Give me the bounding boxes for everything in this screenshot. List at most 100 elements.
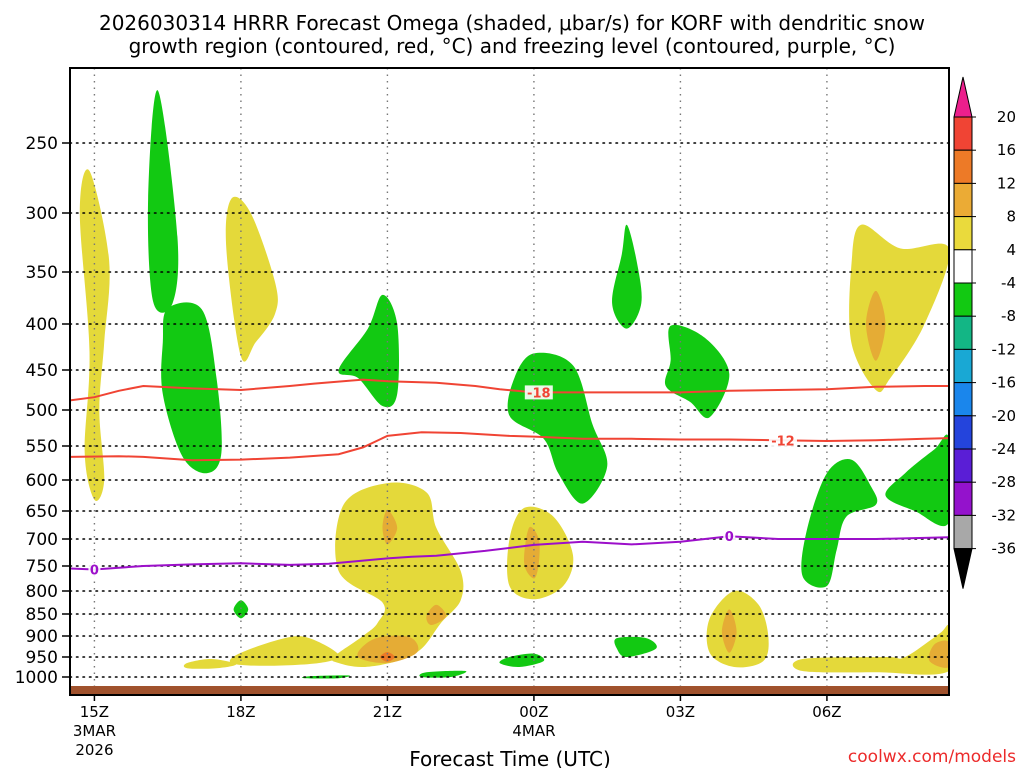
contour-label-bg bbox=[524, 385, 553, 400]
colorbar-label: -32 bbox=[992, 506, 1017, 524]
y-tick-label: 400 bbox=[26, 315, 58, 335]
x-tick-label: 06Z bbox=[812, 703, 841, 721]
colorbar-label: 4 bbox=[1006, 241, 1016, 259]
y-tick-label: 650 bbox=[26, 502, 58, 522]
omega-cell bbox=[792, 624, 949, 675]
chart-title-line-2: growth region (contoured, red, °C) and f… bbox=[129, 34, 896, 58]
omega-cell bbox=[229, 636, 339, 666]
x-tick-label: 00Z bbox=[519, 703, 548, 721]
colorbar-label: -12 bbox=[992, 340, 1017, 358]
x-tick-date: 4MAR bbox=[512, 722, 555, 740]
y-tick-label: 1000 bbox=[15, 668, 58, 688]
colorbar-label: -20 bbox=[992, 407, 1017, 425]
omega-cell bbox=[706, 590, 769, 668]
colorbar-label: 16 bbox=[997, 141, 1016, 159]
y-axis: 2503003504004505005506006507007508008509… bbox=[15, 134, 70, 688]
colorbar-segment bbox=[953, 382, 973, 417]
y-tick-label: 450 bbox=[26, 361, 58, 381]
temperature-contours: -18 -12 0 0 bbox=[70, 378, 949, 579]
dgz-contour-minus12 bbox=[70, 431, 949, 462]
y-tick-label: 250 bbox=[26, 134, 58, 154]
x-tick-year: 2026 bbox=[75, 741, 113, 759]
x-tick-label: 03Z bbox=[666, 703, 695, 721]
y-tick-label: 950 bbox=[26, 648, 58, 668]
omega-cell bbox=[147, 90, 179, 313]
colorbar-segment bbox=[953, 116, 973, 151]
colorbar-label: -36 bbox=[992, 540, 1017, 558]
colorbar-segment bbox=[953, 149, 973, 184]
colorbar-label: 8 bbox=[1006, 208, 1016, 226]
y-tick-label: 800 bbox=[26, 582, 58, 602]
x-tick-label: 18Z bbox=[226, 703, 255, 721]
colorbar-segment bbox=[953, 448, 973, 483]
contour-label-bg bbox=[723, 529, 736, 544]
omega-cell bbox=[499, 653, 545, 668]
colorbar-label: -8 bbox=[1001, 307, 1016, 325]
y-tick-label: 350 bbox=[26, 263, 58, 283]
y-tick-label: 600 bbox=[26, 471, 58, 491]
omega-cell bbox=[338, 294, 399, 408]
contour-label-bg bbox=[768, 433, 797, 448]
watermark: coolwx.com/models bbox=[848, 747, 1016, 767]
colorbar-top-arrow bbox=[953, 76, 973, 118]
colorbar: 20 16 12 8 4 -4 -8 -12 -16 -20 -24 -28 -32 -36 bbox=[953, 76, 1017, 589]
x-tick-label: 21Z bbox=[373, 703, 402, 721]
ground-strip bbox=[70, 686, 949, 695]
omega-cell bbox=[928, 640, 949, 668]
x-tick-date: 3MAR bbox=[73, 722, 116, 740]
y-tick-label: 750 bbox=[26, 557, 58, 577]
contour-label: -18 bbox=[527, 386, 551, 401]
colorbar-segment bbox=[953, 182, 973, 218]
chart-title-line-1: 2026030314 HRRR Forecast Omega (shaded, … bbox=[99, 11, 925, 35]
omega-cell bbox=[382, 509, 398, 545]
x-tick-label: 15Z bbox=[80, 703, 109, 721]
omega-cell bbox=[233, 600, 249, 619]
colorbar-label: -4 bbox=[1001, 274, 1016, 292]
colorbar-bottom-arrow bbox=[953, 548, 973, 589]
y-tick-label: 700 bbox=[26, 530, 58, 550]
plot-frame bbox=[69, 67, 950, 696]
omega-cell bbox=[614, 636, 657, 657]
colorbar-label: -24 bbox=[992, 440, 1017, 458]
colorbar-segment bbox=[953, 249, 973, 284]
omega-cell bbox=[885, 434, 949, 527]
dgz-contour-minus18 bbox=[70, 378, 949, 402]
colorbar-segment bbox=[953, 315, 973, 350]
omega-cell bbox=[380, 651, 395, 662]
omega-cell bbox=[426, 604, 447, 625]
omega-cell bbox=[801, 459, 878, 588]
contour-label: -12 bbox=[771, 434, 795, 449]
colorbar-label: -28 bbox=[992, 473, 1017, 491]
omega-cell bbox=[664, 324, 730, 419]
colorbar-segment bbox=[953, 481, 973, 516]
colorbar-label: 12 bbox=[997, 174, 1016, 192]
omega-cell bbox=[419, 670, 467, 678]
contour-label: 0 bbox=[90, 564, 99, 579]
colorbar-segment bbox=[953, 514, 973, 550]
colorbar-segment bbox=[953, 415, 973, 450]
colorbar-segment bbox=[953, 348, 973, 384]
contour-label: 0 bbox=[725, 530, 734, 545]
freezing-level-contour bbox=[70, 535, 949, 571]
omega-cell bbox=[721, 609, 737, 653]
y-tick-label: 300 bbox=[26, 204, 58, 224]
colorbar-label: 20 bbox=[997, 108, 1016, 126]
omega-cell bbox=[507, 506, 574, 600]
colorbar-segment bbox=[953, 216, 973, 251]
contour-label-bg bbox=[88, 562, 101, 577]
colorbar-segment bbox=[953, 282, 973, 317]
omega-cell bbox=[183, 658, 237, 669]
y-tick-label: 900 bbox=[26, 627, 58, 647]
colorbar-label: -16 bbox=[992, 374, 1017, 392]
omega-shaded-cells bbox=[79, 90, 949, 679]
plot-area: -18 -12 0 0 bbox=[70, 68, 949, 695]
y-tick-label: 550 bbox=[26, 437, 58, 457]
omega-cell bbox=[507, 352, 608, 504]
x-axis-label: Forecast Time (UTC) bbox=[409, 747, 611, 768]
y-tick-label: 500 bbox=[26, 401, 58, 421]
y-tick-label: 850 bbox=[26, 605, 58, 625]
omega-cell bbox=[225, 196, 278, 362]
omega-cell bbox=[849, 224, 949, 393]
